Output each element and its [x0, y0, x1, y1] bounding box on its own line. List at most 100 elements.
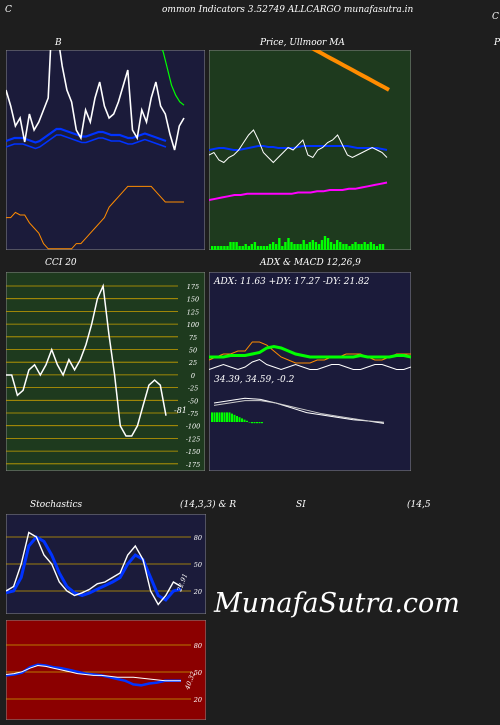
cci-tick-label: 125 [187, 308, 199, 316]
macd-bar [223, 412, 226, 422]
cci-line [6, 283, 167, 437]
volume-bar [314, 242, 318, 250]
cci-last-value: -81 [174, 406, 187, 415]
volume-bar [272, 242, 275, 250]
volume-bar [299, 244, 302, 250]
ma-orange-line [311, 50, 390, 92]
volume-bar [360, 244, 363, 250]
right-mark: C [492, 12, 499, 22]
macd-bar [241, 418, 243, 422]
adx-macd-label: ADX & MACD 12,26,9 [260, 258, 361, 268]
volume-bar [345, 244, 348, 250]
volume-bar [241, 246, 244, 250]
volume-bar [232, 242, 235, 250]
volume-bar [247, 246, 250, 250]
volume-bar [244, 244, 247, 250]
macd-bar [253, 422, 256, 424]
volume-bar [351, 244, 354, 250]
macd-bar [213, 412, 216, 422]
macd-bar [238, 417, 241, 422]
volume-bar [275, 244, 278, 250]
volume-bar [229, 242, 232, 250]
cci-tick-label: -100 [186, 423, 201, 431]
macd-bar [211, 412, 213, 422]
rsi-tick-label: 50 [194, 669, 202, 677]
stoch-k-line [6, 531, 182, 606]
bollinger-panel [6, 50, 205, 250]
cci-tick-label: -125 [186, 435, 201, 443]
macd-line [213, 397, 385, 424]
volume-bar [268, 244, 272, 250]
volume-bar [323, 236, 327, 250]
cci-tick-label: -50 [188, 397, 198, 405]
volume-bar [369, 242, 372, 250]
volume-bar [311, 240, 314, 250]
volume-bar [342, 244, 345, 250]
volume-bar [375, 246, 379, 250]
macd-bar [243, 419, 246, 422]
macd-bar [248, 422, 251, 423]
watermark: MunafaSutra.com [214, 588, 460, 619]
volume-bar [235, 242, 238, 250]
bb-price-line [6, 50, 185, 151]
macd-bar [221, 412, 223, 422]
macd-bar [258, 422, 261, 424]
volume-bar [296, 244, 299, 250]
rsi-tick-label: 20 [193, 696, 202, 704]
macd-bar [251, 422, 253, 424]
adx-green-line [209, 344, 411, 359]
volume-bar [317, 244, 321, 250]
volume-bar [302, 240, 305, 250]
cci-tick-label: -25 [188, 385, 198, 393]
adx-orange-line [209, 341, 411, 364]
bb-band-line [6, 127, 167, 144]
volume-bar [339, 242, 342, 250]
stoch-tick-label: 50 [194, 561, 202, 569]
volume-bar [293, 244, 296, 250]
volume-bar [308, 242, 311, 250]
cci-tick-label: -175 [186, 461, 201, 469]
volume-bar [265, 246, 269, 250]
left-mark: C [5, 5, 12, 15]
volume-bar [333, 244, 336, 250]
volume-bar [278, 238, 281, 250]
cci-tick-label: 50 [189, 347, 197, 355]
cci-tick-label: 175 [187, 283, 199, 291]
cci-panel: 175 150 125 100 75 50 25 0 -25 -50 -75 -100 -125 -150… [6, 272, 205, 471]
rsi-blue-line [6, 663, 181, 687]
rsi-white-line [6, 664, 181, 682]
cci-tick-label: 75 [189, 334, 197, 342]
macd-bar [228, 412, 231, 422]
volume-bar [284, 242, 287, 250]
volume-bar [259, 246, 263, 250]
volume-bar [223, 246, 226, 250]
bb-label: B [55, 38, 62, 48]
volume-bar [357, 244, 360, 250]
price-ma-label: Price, Ullmoor MA [260, 38, 345, 48]
macd-bar [236, 416, 238, 422]
price-ma-right-label: P [494, 38, 500, 48]
stoch-params-label: (14,3,3) & R [180, 500, 237, 510]
volume-bar [348, 246, 351, 250]
macd-bar [256, 422, 258, 424]
volume-bar [354, 242, 357, 250]
bb-band-line [6, 134, 167, 150]
cci-label: CCI 20 [45, 258, 77, 268]
macd-signal-line [213, 400, 385, 423]
volume-bar [226, 246, 229, 250]
macd-bar [218, 412, 221, 422]
volume-bar [281, 246, 284, 250]
volume-bar [262, 246, 266, 250]
volume-bar [287, 238, 290, 250]
macd-bar [261, 422, 263, 424]
macd-bar [246, 420, 248, 422]
volume-bar [363, 242, 366, 250]
volume-bar [217, 246, 220, 250]
stoch-tick-label: 80 [194, 534, 202, 542]
macd-bar [233, 414, 236, 422]
rsi-tick-label: 80 [194, 642, 202, 650]
volume-bar [256, 246, 260, 250]
page-title: ommon Indicators 3.52749 ALLCARGO munafa… [162, 5, 414, 15]
cci-tick-label: 150 [187, 296, 199, 304]
